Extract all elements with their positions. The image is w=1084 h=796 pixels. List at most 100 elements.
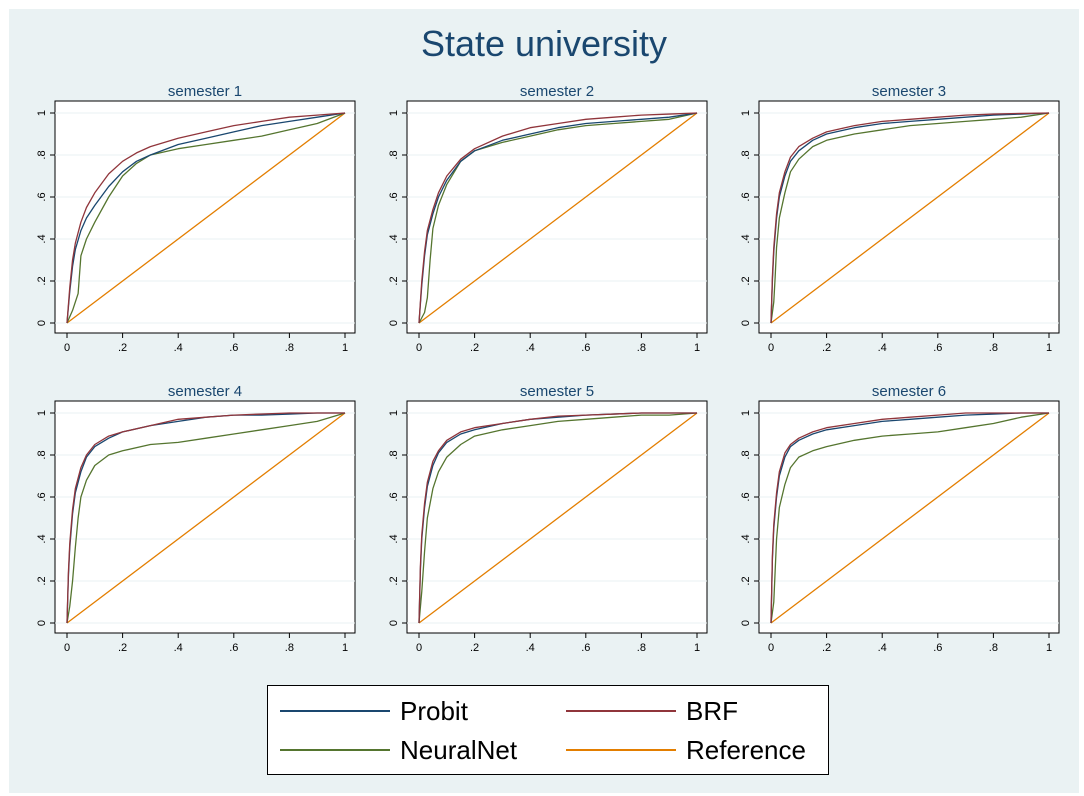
x-tick-label: 1 <box>694 342 700 354</box>
panel-title: semester 1 <box>168 83 242 100</box>
y-tick-label: 1 <box>388 110 400 116</box>
y-tick-label: .2 <box>36 576 48 585</box>
y-tick-label: .2 <box>740 276 752 285</box>
series-line-reference <box>66 412 346 624</box>
panel-title: semester 5 <box>520 383 594 400</box>
y-tick-label: .6 <box>36 492 48 501</box>
legend-line-probit <box>280 710 390 712</box>
series-line-brf <box>66 112 346 324</box>
x-tick-label: 1 <box>342 642 348 654</box>
y-tick-label: .8 <box>740 150 752 159</box>
y-tick-label: 0 <box>388 320 400 326</box>
series-line-reference <box>770 412 1050 624</box>
series-line-brf <box>770 412 1049 624</box>
x-tick-label: .8 <box>989 642 998 654</box>
x-tick-label: .8 <box>285 342 294 354</box>
page-title: State university <box>420 23 668 64</box>
panel-1: semester 1 0 .2 .4 .6 .8 1 0 .2 .4 .6 .8 1 <box>36 83 356 354</box>
x-tick-label: .8 <box>285 642 294 654</box>
y-tick-label: 0 <box>740 620 752 626</box>
y-tick-label: .8 <box>740 450 752 459</box>
x-tick-label: 1 <box>342 342 348 354</box>
series-line-neuralnet <box>770 112 1050 324</box>
x-tick-label: .2 <box>470 642 479 654</box>
x-tick-label: .2 <box>470 342 479 354</box>
y-tick-label: 0 <box>388 620 400 626</box>
x-tick-label: 1 <box>1046 642 1052 654</box>
panel-3: semester 3 0 .2 .4 .6 .8 1 0 .2 .4 .6 .8 1 <box>740 83 1060 354</box>
x-tick-label: 0 <box>64 642 70 654</box>
legend-label-reference: Reference <box>686 735 806 765</box>
x-tick-label: 1 <box>1046 342 1052 354</box>
series-line-neuralnet <box>66 112 346 324</box>
series-line-reference <box>66 112 346 324</box>
x-tick-label: .4 <box>878 642 887 654</box>
series-line-reference <box>418 412 698 624</box>
x-tick-label: .6 <box>581 342 590 354</box>
panel-title: semester 2 <box>520 83 594 100</box>
x-tick-label: 0 <box>768 342 774 354</box>
y-tick-label: .2 <box>388 576 400 585</box>
x-tick-label: .8 <box>989 342 998 354</box>
y-tick-label: 1 <box>740 410 752 416</box>
x-tick-label: .4 <box>174 642 183 654</box>
charts-canvas: semester 1 0 .2 .4 .6 .8 1 0 .2 .4 .6 .8 1 semester 2… <box>36 83 1060 654</box>
series-line-neuralnet <box>418 412 698 624</box>
legend-label-brf: BRF <box>686 696 738 726</box>
y-tick-label: .2 <box>740 576 752 585</box>
series-line-neuralnet <box>66 412 346 624</box>
y-tick-label: .6 <box>388 192 400 201</box>
y-tick-label: .8 <box>388 450 400 459</box>
x-tick-label: .8 <box>637 342 646 354</box>
panel-2: semester 2 0 .2 .4 .6 .8 1 0 .2 .4 .6 .8 1 <box>388 83 708 354</box>
y-tick-label: .2 <box>36 276 48 285</box>
legend: Probit BRF NeuralNet Reference <box>267 685 829 775</box>
x-tick-label: .2 <box>118 642 127 654</box>
legend-line-neuralnet <box>280 749 390 751</box>
y-tick-label: .4 <box>36 234 48 243</box>
y-tick-label: 1 <box>36 410 48 416</box>
x-tick-label: .4 <box>526 642 535 654</box>
panel-6: semester 6 0 .2 .4 .6 .8 1 0 .2 .4 .6 .8 1 <box>740 383 1060 654</box>
panel-4: semester 4 0 .2 .4 .6 .8 1 0 .2 .4 .6 .8 1 <box>36 383 356 654</box>
y-tick-label: .6 <box>740 492 752 501</box>
panel-title: semester 3 <box>872 83 946 100</box>
x-tick-label: .4 <box>526 342 535 354</box>
y-tick-label: .4 <box>388 234 400 243</box>
x-tick-label: 0 <box>64 342 70 354</box>
y-tick-label: .6 <box>740 192 752 201</box>
y-tick-label: 0 <box>36 620 48 626</box>
legend-line-brf <box>566 710 676 712</box>
x-tick-label: .2 <box>822 642 831 654</box>
legend-label-probit: Probit <box>400 696 468 726</box>
series-line-probit <box>66 112 346 324</box>
y-tick-label: .6 <box>36 192 48 201</box>
series-line-reference <box>770 112 1050 324</box>
y-tick-label: .4 <box>740 534 752 543</box>
x-tick-label: 1 <box>694 642 700 654</box>
y-tick-label: .2 <box>388 276 400 285</box>
x-tick-label: 0 <box>768 642 774 654</box>
y-tick-label: .4 <box>36 534 48 543</box>
chart-frame: State university semester 1 0 .2 .4 .6 .8 1 0 .2… <box>9 9 1079 793</box>
panel-title: semester 4 <box>168 383 242 400</box>
y-tick-label: 1 <box>740 110 752 116</box>
panel-title: semester 6 <box>872 383 946 400</box>
x-tick-label: .2 <box>822 342 831 354</box>
series-line-brf <box>66 412 345 624</box>
series-line-neuralnet <box>770 412 1050 624</box>
y-tick-label: .4 <box>740 234 752 243</box>
y-tick-label: .4 <box>388 534 400 543</box>
series-line-reference <box>418 112 698 324</box>
legend-label-neuralnet: NeuralNet <box>400 735 518 765</box>
x-tick-label: .2 <box>118 342 127 354</box>
x-tick-label: 0 <box>416 642 422 654</box>
x-tick-label: .8 <box>637 642 646 654</box>
y-tick-label: .8 <box>36 150 48 159</box>
x-tick-label: .4 <box>878 342 887 354</box>
legend-line-reference <box>566 749 676 751</box>
x-tick-label: .6 <box>933 342 942 354</box>
series-line-brf <box>770 112 1050 324</box>
y-tick-label: .8 <box>388 150 400 159</box>
y-tick-label: .8 <box>36 450 48 459</box>
